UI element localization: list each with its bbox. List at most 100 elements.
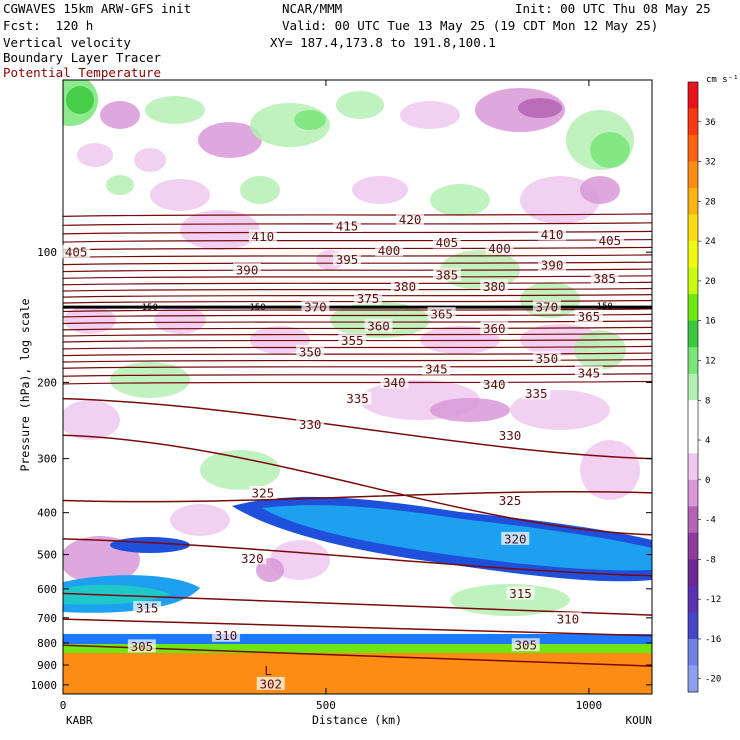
- w-cell: [64, 306, 116, 334]
- theta-line: [63, 380, 652, 385]
- colorbar-swatch: [688, 135, 698, 163]
- colorbar-swatch: [688, 373, 698, 401]
- colorbar-swatch: [688, 267, 698, 295]
- theta-label: 385: [436, 268, 459, 283]
- theta-line: [63, 618, 652, 637]
- w-cell: [134, 148, 166, 172]
- org-label: NCAR/MMM: [282, 1, 343, 16]
- colorbar-swatch: [688, 320, 698, 348]
- colorbar-swatch: [688, 612, 698, 640]
- w-cell: [580, 176, 620, 204]
- theta-label-bg: [380, 375, 409, 389]
- y-tick-label: 900: [37, 659, 57, 672]
- forecast-hour: Fcst: 120 h: [3, 18, 94, 33]
- y-tick-label: 100: [37, 246, 57, 259]
- w-cell: [77, 143, 113, 167]
- theta-label: 370: [536, 300, 559, 315]
- theta-label: 340: [483, 377, 506, 392]
- theta-label-bg: [538, 227, 567, 241]
- w-cell: [580, 440, 640, 500]
- colorbar-tick-label: 0: [705, 476, 710, 486]
- theta-line: [63, 246, 652, 251]
- theta-label: 345: [425, 361, 448, 376]
- colorbar-tick-label: 24: [705, 237, 716, 247]
- theta-line: [63, 281, 652, 286]
- x-tick-label: 1000: [576, 699, 603, 712]
- w-cell: [574, 330, 626, 370]
- theta-line: [63, 490, 652, 503]
- theta-label-bg: [496, 493, 525, 507]
- theta-label: 350: [299, 344, 322, 359]
- theta-label-bg: [238, 551, 267, 565]
- theta-label-bg: [338, 333, 367, 347]
- theta-label: 320: [504, 531, 527, 546]
- w-cell: [170, 504, 230, 536]
- theta-label: 310: [557, 612, 580, 627]
- theta-label: 395: [336, 252, 359, 267]
- colorbar: 36 32 28 24 20 16 12 8 4 0 -4 -8 -12 -16 -20: [687, 81, 721, 693]
- upper-updraft-core: [262, 505, 652, 571]
- boundary-layer-fill: [63, 652, 652, 694]
- theta-line: [63, 365, 652, 369]
- y-tick-label: 500: [37, 549, 57, 562]
- y-tick-label: 300: [37, 453, 57, 466]
- theta-label-bg: [296, 344, 325, 358]
- w-cell: [145, 96, 205, 124]
- colorbar-swatch: [688, 453, 698, 481]
- theta-label: 305: [131, 639, 154, 654]
- theta-label-bg: [133, 601, 162, 615]
- theta-label: 320: [241, 551, 264, 566]
- x-tick-label: 500: [316, 699, 336, 712]
- theta-label: 330: [299, 417, 322, 432]
- theta-label: 365: [430, 307, 453, 322]
- theta-label: 335: [525, 386, 548, 401]
- theta-line: [63, 293, 652, 298]
- field-vertical-velocity: Vertical velocity: [3, 35, 131, 50]
- w-cell: [200, 450, 280, 490]
- w-cell: [352, 176, 408, 204]
- theta-label-bg: [532, 300, 561, 314]
- colorbar-unit: cm s⁻¹: [706, 75, 739, 85]
- w-cell: [150, 179, 210, 211]
- w-cell: [518, 98, 562, 118]
- vertical-velocity-fill: [63, 80, 652, 694]
- theta-label: 415: [336, 219, 359, 234]
- theta-label: 315: [509, 586, 532, 601]
- theta-label-bg: [574, 309, 603, 323]
- theta-label-bg: [354, 291, 383, 305]
- mid-updraft: [110, 537, 190, 553]
- colorbar-frame: [687, 81, 699, 693]
- theta-label: 405: [436, 235, 459, 250]
- theta-line: [63, 313, 652, 318]
- theta-line: [63, 358, 652, 363]
- theta-label-bg: [248, 229, 277, 243]
- theta-label: 410: [252, 229, 275, 244]
- w-cell: [63, 400, 120, 440]
- theta-label: 325: [252, 485, 275, 500]
- theta-label: 360: [483, 321, 506, 336]
- theta-label-bg: [256, 676, 285, 690]
- y-axis-title: Pressure (hPa), log scale: [18, 298, 32, 471]
- theta-line: [63, 538, 652, 577]
- w-cell: [180, 210, 260, 250]
- theta-label-bg: [480, 321, 509, 335]
- theta-label-bg: [375, 243, 404, 257]
- colorbar-swatch: [688, 532, 698, 560]
- colorbar-swatch: [688, 82, 698, 110]
- theta-label-bg: [532, 351, 561, 365]
- theta-line: [63, 320, 652, 325]
- theta-label-bg: [511, 638, 540, 652]
- theta-label: 420: [399, 212, 422, 227]
- colorbar-swatch: [688, 559, 698, 587]
- theta-line: [63, 345, 652, 350]
- colorbar-swatch: [688, 108, 698, 136]
- w-cell: [510, 390, 610, 430]
- theta-label: 370: [304, 300, 327, 315]
- x-axis-title: Distance (km): [312, 713, 402, 727]
- colorbar-tick-label: -16: [705, 635, 721, 645]
- theta-label: 390: [236, 263, 259, 278]
- y-tick-label: 600: [37, 583, 57, 596]
- w-cell: [110, 362, 190, 398]
- theta-line: [63, 254, 652, 258]
